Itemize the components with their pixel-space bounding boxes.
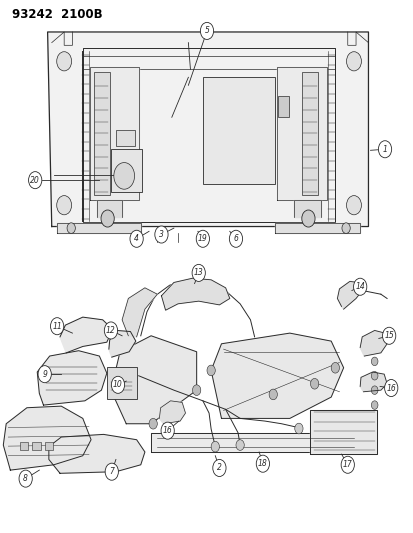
- Text: 4: 4: [134, 235, 139, 243]
- Circle shape: [104, 322, 117, 339]
- Text: 20: 20: [30, 176, 40, 184]
- Polygon shape: [161, 278, 229, 310]
- FancyBboxPatch shape: [94, 72, 110, 195]
- Circle shape: [28, 172, 42, 189]
- Text: 8: 8: [23, 474, 28, 483]
- FancyBboxPatch shape: [202, 77, 275, 184]
- Polygon shape: [109, 330, 135, 357]
- Text: 18: 18: [257, 459, 267, 468]
- Circle shape: [161, 422, 174, 439]
- Circle shape: [377, 141, 391, 158]
- Polygon shape: [359, 330, 386, 356]
- Text: 3: 3: [159, 230, 164, 239]
- Text: 6: 6: [233, 235, 238, 243]
- Text: 12: 12: [106, 326, 116, 335]
- FancyBboxPatch shape: [278, 96, 288, 117]
- FancyBboxPatch shape: [20, 442, 28, 450]
- Polygon shape: [159, 401, 185, 424]
- Text: 10: 10: [113, 381, 123, 389]
- Text: 11: 11: [52, 322, 62, 330]
- Circle shape: [130, 230, 143, 247]
- Polygon shape: [211, 333, 343, 418]
- Circle shape: [382, 327, 395, 344]
- Circle shape: [370, 386, 377, 394]
- Text: 15: 15: [383, 332, 393, 340]
- Circle shape: [200, 22, 213, 39]
- Circle shape: [211, 441, 219, 452]
- Circle shape: [192, 385, 200, 395]
- Text: 19: 19: [197, 235, 207, 243]
- FancyBboxPatch shape: [111, 149, 142, 192]
- Circle shape: [310, 378, 318, 389]
- Circle shape: [57, 196, 71, 215]
- FancyBboxPatch shape: [116, 130, 134, 146]
- Circle shape: [67, 223, 75, 233]
- Text: 2: 2: [216, 464, 221, 472]
- Circle shape: [111, 376, 124, 393]
- Polygon shape: [293, 200, 320, 217]
- Text: 1: 1: [382, 145, 387, 154]
- Circle shape: [38, 366, 51, 383]
- Circle shape: [235, 440, 244, 450]
- Text: 13: 13: [193, 269, 203, 277]
- Circle shape: [370, 357, 377, 366]
- Circle shape: [341, 223, 349, 233]
- Circle shape: [229, 230, 242, 247]
- Text: 16: 16: [162, 426, 172, 435]
- Circle shape: [101, 210, 114, 227]
- Circle shape: [384, 379, 397, 397]
- Polygon shape: [90, 67, 138, 200]
- Circle shape: [196, 230, 209, 247]
- Text: 16: 16: [385, 384, 395, 392]
- Circle shape: [50, 318, 64, 335]
- Circle shape: [353, 278, 366, 295]
- Polygon shape: [111, 336, 196, 424]
- Circle shape: [149, 418, 157, 429]
- Text: 9: 9: [42, 370, 47, 378]
- Circle shape: [294, 423, 302, 434]
- Circle shape: [105, 463, 118, 480]
- Text: 93242  2100B: 93242 2100B: [12, 8, 103, 21]
- Polygon shape: [359, 372, 386, 392]
- Circle shape: [268, 389, 277, 400]
- Circle shape: [114, 163, 134, 189]
- Text: 5: 5: [204, 27, 209, 35]
- Circle shape: [346, 196, 361, 215]
- Polygon shape: [275, 223, 359, 233]
- FancyBboxPatch shape: [301, 72, 317, 195]
- Polygon shape: [37, 351, 107, 405]
- Circle shape: [154, 226, 168, 243]
- Polygon shape: [3, 406, 91, 470]
- Text: 7: 7: [109, 467, 114, 476]
- Polygon shape: [337, 281, 361, 309]
- Polygon shape: [60, 317, 112, 353]
- Circle shape: [346, 52, 361, 71]
- Circle shape: [192, 264, 205, 281]
- Circle shape: [19, 470, 32, 487]
- Polygon shape: [122, 288, 157, 337]
- Polygon shape: [49, 434, 145, 473]
- Polygon shape: [277, 67, 326, 200]
- Text: 17: 17: [342, 461, 352, 469]
- Circle shape: [301, 210, 314, 227]
- Circle shape: [57, 52, 71, 71]
- Circle shape: [370, 401, 377, 409]
- Polygon shape: [151, 433, 359, 452]
- Circle shape: [212, 459, 225, 477]
- Circle shape: [206, 365, 215, 376]
- Text: 14: 14: [354, 282, 364, 291]
- Circle shape: [340, 456, 354, 473]
- Circle shape: [370, 372, 377, 380]
- Circle shape: [330, 362, 339, 373]
- Polygon shape: [57, 223, 140, 233]
- Polygon shape: [97, 200, 122, 217]
- FancyBboxPatch shape: [32, 442, 40, 450]
- Polygon shape: [47, 32, 368, 227]
- Circle shape: [256, 455, 269, 472]
- FancyBboxPatch shape: [107, 367, 136, 399]
- FancyBboxPatch shape: [45, 442, 53, 450]
- Polygon shape: [310, 410, 376, 454]
